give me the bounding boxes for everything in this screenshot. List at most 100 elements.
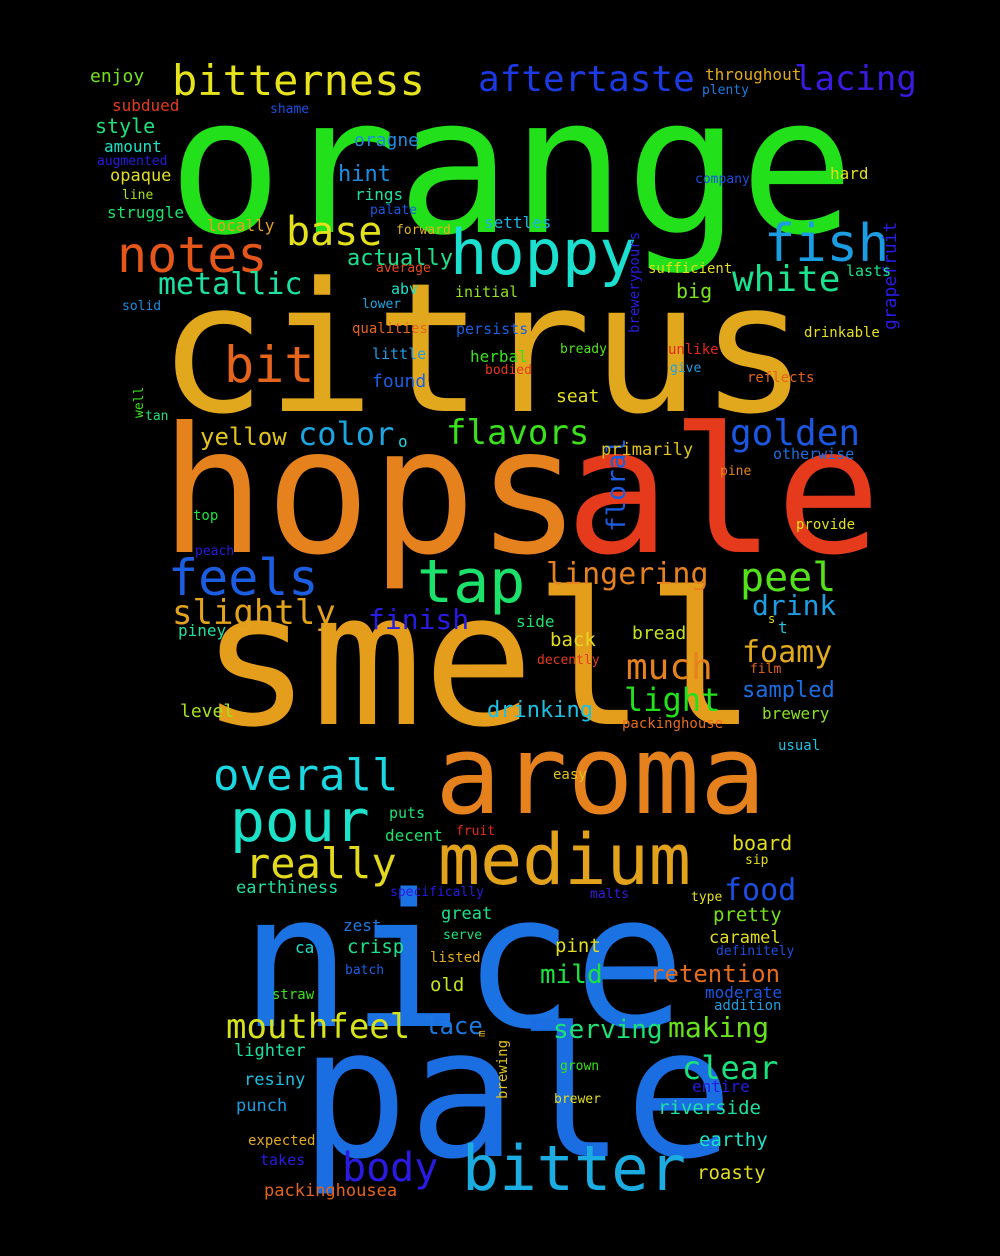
word-packinghouse: packinghouse — [622, 716, 724, 732]
word-notes: notes — [117, 226, 268, 284]
word-provide: provide — [796, 517, 856, 533]
word-brewing: brewing — [495, 1039, 511, 1099]
word-bit: bit — [224, 336, 315, 394]
word-base: base — [286, 209, 383, 255]
word-board: board — [732, 831, 793, 855]
word-moderate: moderate — [705, 983, 783, 1002]
word-qualities: qualities — [352, 321, 428, 337]
word-actually: actually — [347, 246, 453, 271]
word-grown: grown — [560, 1059, 600, 1074]
word-film: film — [750, 662, 782, 677]
word-slightly: slightly — [172, 593, 336, 633]
word-unlike: unlike — [668, 342, 719, 358]
word-aroma: aroma — [435, 711, 767, 839]
word-enjoy: enjoy — [90, 66, 145, 87]
word-ale: ale — [565, 391, 882, 594]
word-t: t — [778, 618, 788, 637]
word-mouthfeel: mouthfeel — [226, 1007, 411, 1047]
word-bready: bready — [560, 342, 607, 357]
word-pint: pint — [555, 935, 601, 957]
word-sufficient: sufficient — [648, 261, 733, 277]
word-lingering: lingering — [546, 557, 709, 592]
word-fruit: fruit — [456, 824, 496, 839]
word-locally: locally — [207, 216, 275, 235]
word-throughout: throughout — [705, 65, 802, 84]
word-struggle: struggle — [107, 203, 185, 222]
word-big: big — [676, 279, 713, 303]
word-shame: shame — [270, 102, 310, 117]
word-body: body — [342, 1145, 439, 1191]
word-type: type — [691, 890, 723, 905]
word-resiny: resiny — [244, 1070, 306, 1090]
word-much: much — [626, 647, 713, 688]
word-pretty: pretty — [713, 904, 782, 926]
word-orange: orange — [168, 56, 855, 277]
word-puts: puts — [389, 804, 426, 822]
word-foamy: foamy — [742, 635, 833, 670]
word-peach: peach — [195, 544, 235, 559]
word-roasty: roasty — [697, 1162, 766, 1184]
word-augmented: augmented — [97, 154, 168, 169]
word-making: making — [668, 1011, 770, 1044]
word-line: line — [122, 188, 154, 203]
word-definitely: definitely — [716, 944, 795, 959]
word-tap: tap — [417, 547, 526, 617]
word-flavors: flavors — [446, 413, 590, 453]
word-pale: pale — [300, 990, 734, 1199]
word-forward: forward — [396, 223, 451, 238]
word-sip: sip — [745, 853, 769, 868]
word-subdued: subdued — [112, 96, 180, 115]
word-decently: decently — [537, 653, 600, 668]
word-drinking: drinking — [487, 698, 593, 723]
word-solid: solid — [122, 299, 162, 314]
word-brewerypours: brewerypours — [627, 231, 643, 333]
word-expected: expected — [248, 1133, 316, 1149]
word-ca: ca — [295, 938, 315, 957]
word-oragne: oragne — [354, 130, 420, 151]
word-batch: batch — [345, 963, 385, 978]
word-lower: lower — [362, 297, 402, 312]
word-abv: abv — [391, 280, 419, 298]
word-malts: malts — [590, 887, 630, 902]
word-nice: nice — [240, 854, 686, 1070]
word-overall: overall — [213, 750, 399, 801]
word-primarily: primarily — [601, 440, 694, 460]
word-m: m — [475, 1029, 488, 1037]
word-crisp: crisp — [347, 936, 405, 958]
word-seat: seat — [556, 386, 600, 407]
word-yellow: yellow — [200, 423, 287, 451]
word-level: level — [180, 701, 235, 722]
word-aftertaste: aftertaste — [478, 59, 695, 100]
word-plenty: plenty — [702, 83, 749, 98]
word-entire: entire — [692, 1077, 750, 1096]
word-initial: initial — [455, 283, 519, 301]
word-hint: hint — [338, 162, 391, 187]
word-earthy: earthy — [699, 1129, 768, 1151]
word-earthiness: earthiness — [236, 878, 339, 898]
word-riverside: riverside — [658, 1097, 761, 1119]
word-serving: serving — [553, 1015, 663, 1045]
word-pine: pine — [720, 464, 752, 479]
word-caramel: caramel — [709, 928, 781, 948]
word-hops: hops — [160, 391, 582, 594]
word-give: give — [670, 361, 702, 376]
word-palate: palate — [370, 203, 417, 218]
word-reflects: reflects — [747, 370, 815, 386]
word-lace: lace — [425, 1012, 483, 1040]
word-packinghousea: packinghousea — [264, 1181, 398, 1201]
word-style: style — [95, 114, 156, 138]
word-takes: takes — [260, 1151, 306, 1169]
word-side: side — [516, 612, 555, 631]
word-pour: pour — [230, 787, 370, 855]
word-straw: straw — [272, 987, 315, 1003]
word-punch: punch — [236, 1096, 288, 1116]
word-settles: settles — [484, 213, 552, 232]
word-light: light — [624, 681, 721, 719]
word-sampled: sampled — [742, 678, 835, 703]
word-brewery: brewery — [762, 704, 830, 723]
word-amount: amount — [104, 137, 162, 156]
word-drinkable: drinkable — [804, 325, 880, 341]
word-feels: feels — [168, 549, 319, 607]
word-usual: usual — [778, 738, 821, 754]
